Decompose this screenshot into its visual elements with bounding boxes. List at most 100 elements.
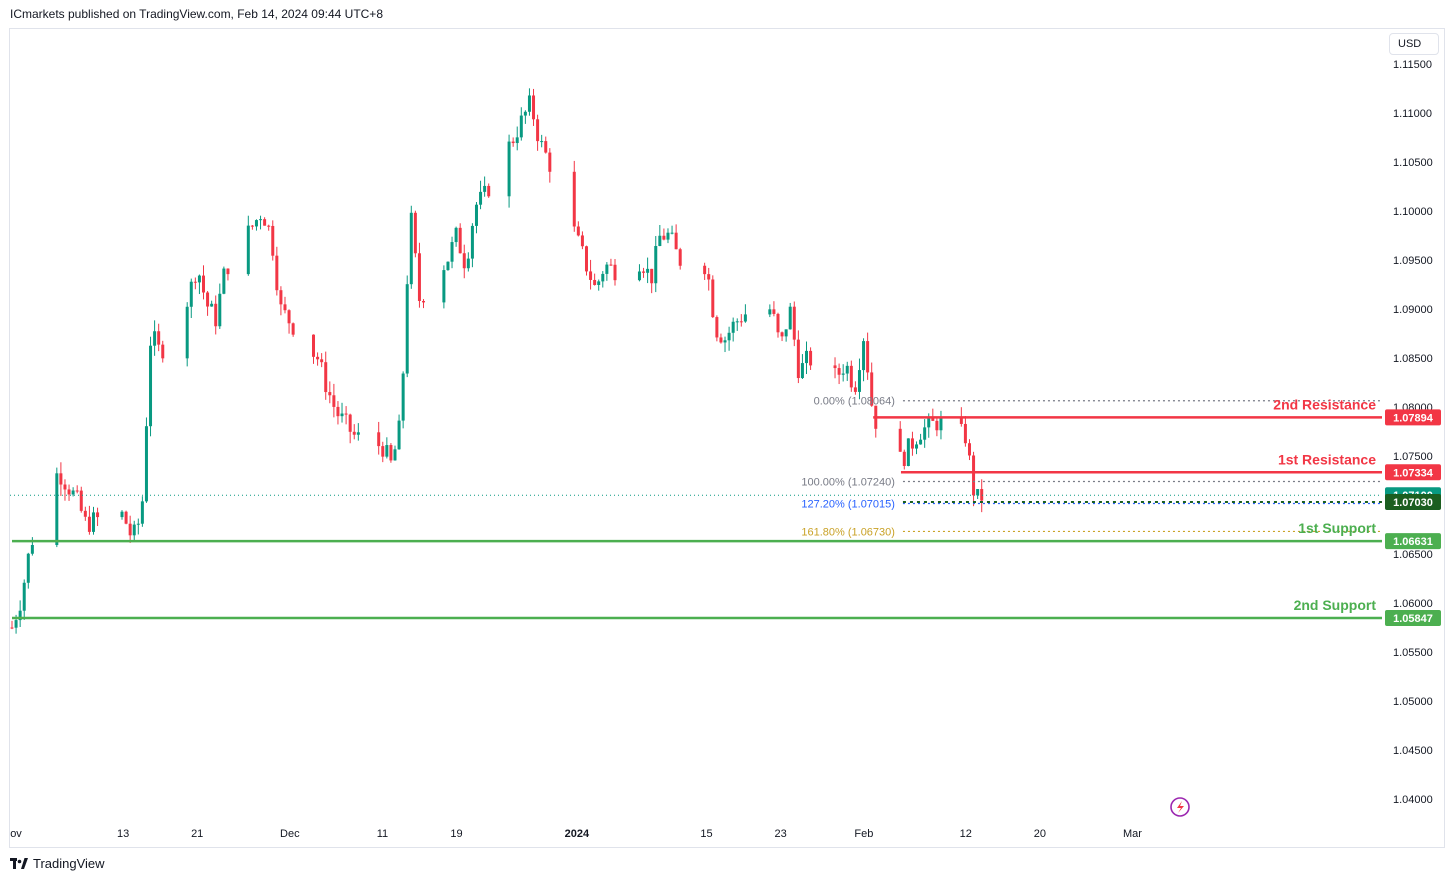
candle-body bbox=[593, 279, 597, 285]
candle-body bbox=[862, 341, 866, 371]
candle-body bbox=[605, 264, 609, 274]
publisher-caption: ICmarkets published on TradingView.com, … bbox=[10, 7, 383, 21]
x-tick-label: 23 bbox=[774, 828, 786, 840]
fib-label: 127.20% (1.07015) bbox=[801, 499, 895, 511]
candle-body bbox=[523, 111, 527, 116]
candle-body bbox=[10, 627, 14, 629]
y-tick-label: 1.10000 bbox=[1393, 206, 1433, 218]
candle-body bbox=[222, 268, 226, 294]
candle-body bbox=[197, 275, 201, 283]
price-badge bbox=[1385, 533, 1441, 550]
tradingview-brand[interactable]: TradingView bbox=[10, 856, 105, 871]
candle-body bbox=[923, 427, 927, 440]
candle-body bbox=[902, 451, 906, 466]
candle-body bbox=[723, 340, 727, 343]
candle-body bbox=[144, 426, 148, 502]
candle-body bbox=[446, 261, 450, 271]
candle-body bbox=[980, 489, 984, 501]
level-name: 1st Resistance bbox=[1278, 451, 1376, 467]
candle-body bbox=[719, 337, 723, 343]
candle-body bbox=[442, 270, 446, 303]
x-tick-label: 2024 bbox=[565, 828, 590, 840]
candle-body bbox=[637, 271, 641, 281]
candle-body bbox=[548, 152, 552, 172]
candle-body bbox=[470, 225, 474, 259]
candle-body bbox=[328, 392, 332, 396]
candle-body bbox=[287, 310, 291, 324]
candle-body bbox=[963, 423, 967, 444]
candle-body bbox=[393, 449, 397, 461]
candles bbox=[10, 88, 984, 634]
candle-body bbox=[22, 582, 26, 611]
candle-body bbox=[120, 511, 124, 518]
x-tick-label: 15 bbox=[700, 828, 712, 840]
candle-body bbox=[792, 306, 796, 340]
candle-body bbox=[397, 420, 401, 450]
y-tick-label: 1.05500 bbox=[1393, 647, 1433, 659]
y-tick-label: 1.08500 bbox=[1393, 353, 1433, 365]
candle-body bbox=[250, 225, 254, 227]
candle-body bbox=[63, 484, 67, 490]
candle-body bbox=[332, 395, 336, 407]
candle-body bbox=[939, 417, 943, 431]
candle-body bbox=[739, 321, 743, 323]
candle-body bbox=[259, 219, 263, 221]
candle-body bbox=[352, 431, 356, 435]
candle-body bbox=[189, 281, 193, 307]
candle-body bbox=[267, 225, 271, 227]
candle-body bbox=[910, 438, 914, 449]
candle-body bbox=[776, 313, 780, 333]
candle-body bbox=[348, 414, 352, 432]
candle-body bbox=[935, 420, 939, 431]
candle-body bbox=[193, 281, 197, 283]
x-tick-label: Feb bbox=[854, 828, 873, 840]
candle-body bbox=[312, 334, 316, 357]
candle-body bbox=[527, 95, 531, 112]
candle-body bbox=[735, 321, 739, 323]
y-tick-label: 1.11000 bbox=[1393, 108, 1432, 120]
candle-body bbox=[906, 438, 910, 466]
x-axis-labels: ov 13 21 Dec 11 19 2024 15 23 Feb 12 20 Mar bbox=[10, 828, 1142, 840]
candle-body bbox=[71, 490, 75, 495]
candle-body bbox=[654, 246, 658, 284]
candle-body bbox=[919, 439, 923, 445]
lightning-icon[interactable] bbox=[1170, 797, 1190, 817]
candle-body bbox=[377, 432, 381, 447]
candle-body bbox=[214, 303, 218, 327]
price-badge bbox=[1385, 409, 1441, 426]
x-tick-label: 13 bbox=[117, 828, 129, 840]
currency-badge[interactable]: USD bbox=[1389, 33, 1439, 55]
price-badge bbox=[1385, 494, 1441, 511]
candle-body bbox=[540, 141, 544, 143]
candle-body bbox=[857, 370, 861, 392]
candle-body bbox=[279, 290, 283, 305]
candle-body bbox=[381, 446, 385, 457]
candle-body bbox=[967, 443, 971, 456]
candle-body bbox=[218, 293, 222, 327]
y-tick-label: 1.06000 bbox=[1393, 598, 1433, 610]
candle-body bbox=[841, 373, 845, 375]
candle-body bbox=[487, 185, 491, 197]
y-tick-label: 1.04500 bbox=[1393, 745, 1433, 757]
candle-body bbox=[576, 226, 580, 236]
candle-body bbox=[316, 356, 320, 360]
price-badge-label: 1.07030 bbox=[1393, 497, 1433, 509]
x-tick-label: 20 bbox=[1034, 828, 1046, 840]
candle-body bbox=[507, 141, 511, 197]
price-badge-label: 1.05847 bbox=[1393, 613, 1433, 625]
price-badge bbox=[1385, 609, 1441, 626]
candle-body bbox=[454, 227, 458, 243]
candle-body bbox=[413, 212, 417, 254]
candle-body bbox=[153, 331, 157, 346]
candle-body bbox=[140, 501, 144, 524]
candle-body bbox=[650, 268, 654, 284]
candle-body bbox=[580, 235, 584, 247]
candle-body bbox=[385, 445, 389, 457]
fib-label: 100.00% (1.07240) bbox=[801, 476, 895, 488]
candle-body bbox=[931, 416, 935, 421]
candle-body bbox=[283, 304, 287, 311]
candle-body bbox=[462, 253, 466, 269]
candle-body bbox=[511, 141, 515, 144]
candle-body bbox=[401, 373, 405, 421]
